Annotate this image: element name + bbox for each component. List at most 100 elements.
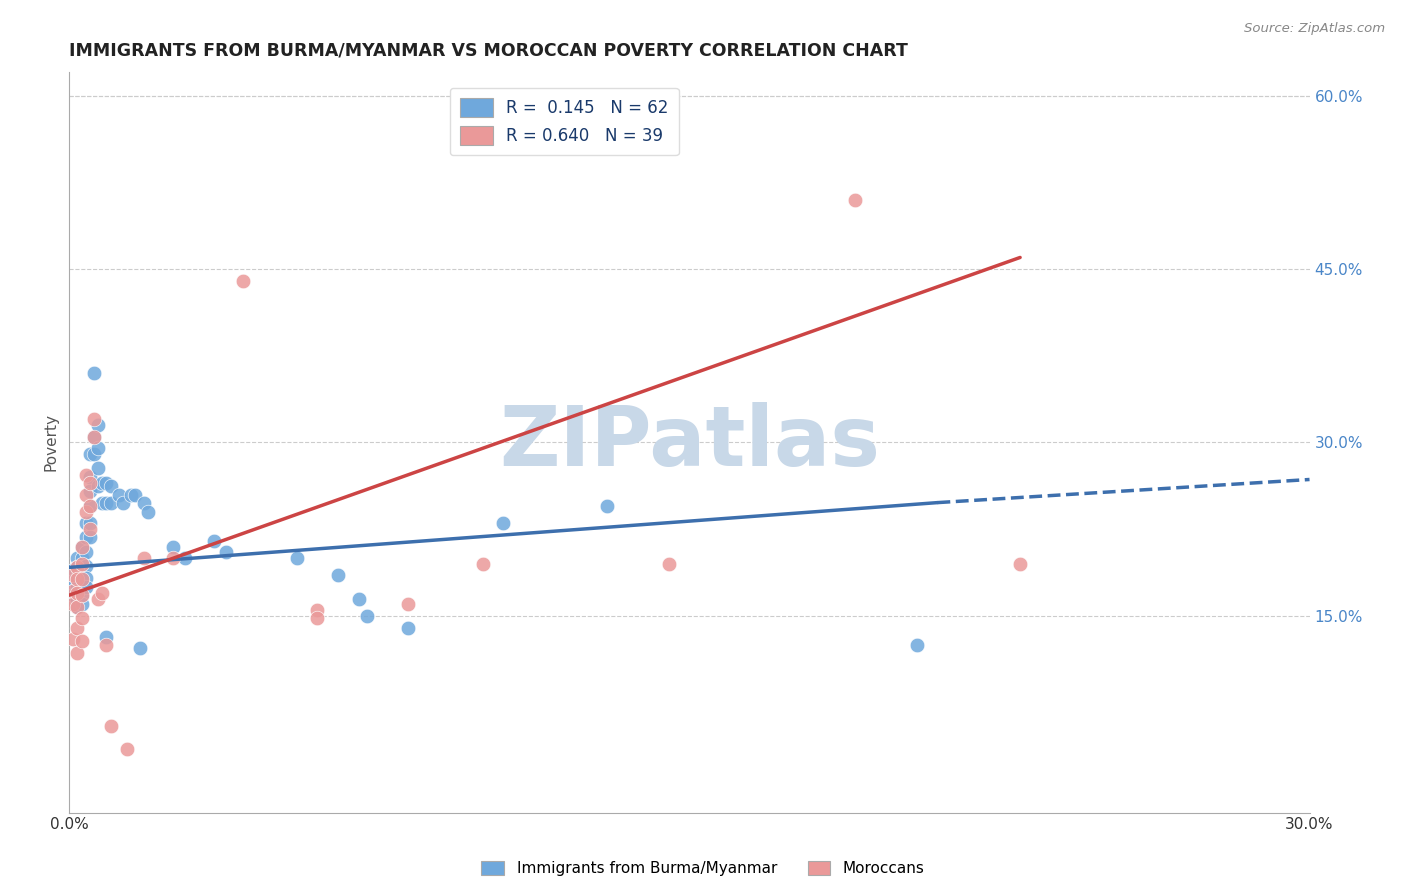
Point [70, 634, 93, 648]
Point [132, 495, 155, 509]
Point [162, 551, 184, 566]
Text: IMMIGRANTS FROM BURMA/MYANMAR VS MOROCCAN POVERTY CORRELATION CHART: IMMIGRANTS FROM BURMA/MYANMAR VS MOROCCA… [69, 42, 908, 60]
Point [87, 591, 110, 606]
Point [396, 598, 419, 612]
Point [115, 742, 138, 756]
Point [347, 591, 370, 606]
Point [87, 479, 110, 493]
Point [96, 630, 118, 644]
Point [79, 470, 101, 484]
Point [83, 412, 105, 426]
Point [285, 551, 308, 566]
Point [70, 611, 93, 625]
Point [100, 495, 122, 509]
Y-axis label: Poverty: Poverty [44, 414, 58, 472]
Point [87, 418, 110, 433]
Point [215, 545, 238, 559]
Point [75, 467, 97, 482]
Point [79, 484, 101, 499]
Point [91, 586, 114, 600]
Point [79, 522, 101, 536]
Point [128, 641, 150, 656]
Point [132, 551, 155, 566]
Point [111, 495, 134, 509]
Text: Source: ZipAtlas.com: Source: ZipAtlas.com [1244, 22, 1385, 36]
Point [75, 571, 97, 585]
Point [70, 551, 93, 566]
Point [75, 559, 97, 574]
Point [70, 560, 93, 574]
Point [658, 557, 681, 571]
Point [62, 563, 84, 577]
Point [79, 475, 101, 490]
Point [75, 505, 97, 519]
Point [356, 609, 378, 624]
Point [96, 638, 118, 652]
Point [62, 574, 84, 589]
Point [66, 599, 89, 614]
Legend: Immigrants from Burma/Myanmar, Moroccans: Immigrants from Burma/Myanmar, Moroccans [475, 855, 931, 882]
Point [1010, 557, 1032, 571]
Point [66, 586, 89, 600]
Point [66, 551, 89, 566]
Point [79, 530, 101, 544]
Legend: R =  0.145   N = 62, R = 0.640   N = 39: R = 0.145 N = 62, R = 0.640 N = 39 [450, 88, 679, 155]
Point [62, 568, 84, 582]
Point [108, 487, 131, 501]
Point [96, 475, 118, 490]
Point [62, 598, 84, 612]
Point [66, 571, 89, 585]
Point [70, 588, 93, 602]
Point [70, 580, 93, 594]
Point [75, 580, 97, 594]
Point [471, 557, 494, 571]
Point [75, 516, 97, 531]
Point [307, 611, 329, 625]
Point [174, 551, 197, 566]
Point [70, 571, 93, 585]
Point [844, 193, 866, 207]
Point [120, 487, 142, 501]
Point [100, 719, 122, 733]
Point [62, 588, 84, 602]
Point [83, 366, 105, 380]
Point [326, 568, 349, 582]
Point [70, 540, 93, 554]
Point [83, 430, 105, 444]
Point [66, 572, 89, 586]
Point [596, 499, 619, 513]
Point [202, 533, 225, 548]
Point [905, 638, 928, 652]
Point [79, 499, 101, 513]
Point [66, 560, 89, 574]
Point [162, 540, 184, 554]
Point [87, 442, 110, 456]
Point [83, 430, 105, 444]
Point [232, 274, 254, 288]
Text: ZIPatlas: ZIPatlas [499, 402, 880, 483]
Point [396, 620, 419, 634]
Point [62, 632, 84, 646]
Point [79, 499, 101, 513]
Point [70, 588, 93, 602]
Point [70, 572, 93, 586]
Point [100, 479, 122, 493]
Point [62, 580, 84, 594]
Point [66, 591, 89, 606]
Point [75, 545, 97, 559]
Point [66, 620, 89, 634]
Point [136, 505, 159, 519]
Point [83, 447, 105, 461]
Point [66, 580, 89, 594]
Point [91, 475, 114, 490]
Point [70, 557, 93, 571]
Point [96, 495, 118, 509]
Point [75, 530, 97, 544]
Point [91, 495, 114, 509]
Point [79, 447, 101, 461]
Point [70, 598, 93, 612]
Point [70, 540, 93, 554]
Point [66, 560, 89, 574]
Point [492, 516, 515, 531]
Point [75, 487, 97, 501]
